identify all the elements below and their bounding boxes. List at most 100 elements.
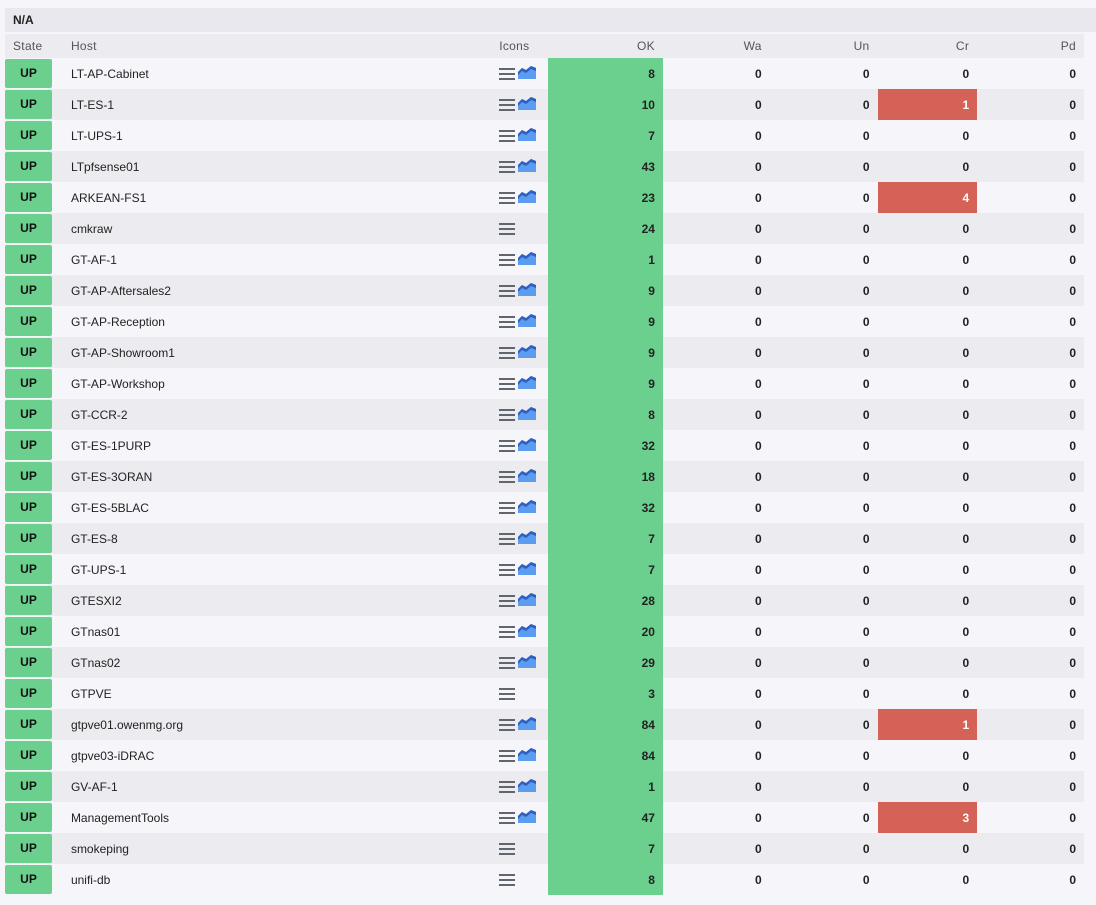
warn-count[interactable]: 0 (662, 213, 770, 244)
col-host[interactable]: Host (61, 34, 500, 58)
ok-count[interactable]: 32 (548, 430, 663, 461)
state-badge[interactable]: UP (5, 59, 52, 88)
crit-count[interactable]: 0 (877, 151, 978, 182)
crit-count[interactable]: 0 (877, 647, 978, 678)
host-link[interactable]: gtpve01.owenmg.org (61, 709, 500, 740)
unknown-count[interactable]: 0 (769, 771, 878, 802)
col-cr[interactable]: Cr (877, 34, 978, 58)
ok-count[interactable]: 7 (548, 523, 663, 554)
warn-count[interactable]: 0 (662, 647, 770, 678)
menu-icon[interactable] (499, 253, 516, 266)
graph-icon[interactable] (518, 344, 537, 361)
crit-count[interactable]: 1 (877, 89, 978, 120)
warn-count[interactable]: 0 (662, 492, 770, 523)
menu-icon[interactable] (499, 625, 516, 638)
graph-icon[interactable] (518, 592, 537, 609)
unknown-count[interactable]: 0 (769, 616, 878, 647)
host-link[interactable]: GT-ES-5BLAC (61, 492, 500, 523)
state-badge[interactable]: UP (5, 307, 52, 336)
host-link[interactable]: unifi-db (61, 864, 500, 895)
host-link[interactable]: GT-ES-1PURP (61, 430, 500, 461)
state-badge[interactable]: UP (5, 803, 52, 832)
warn-count[interactable]: 0 (662, 58, 770, 89)
menu-icon[interactable] (499, 532, 516, 545)
ok-count[interactable]: 9 (548, 337, 663, 368)
warn-count[interactable]: 0 (662, 585, 770, 616)
menu-icon[interactable] (499, 223, 516, 236)
crit-count[interactable]: 0 (877, 306, 978, 337)
ok-count[interactable]: 43 (548, 151, 663, 182)
host-link[interactable]: GT-AP-Reception (61, 306, 500, 337)
warn-count[interactable]: 0 (662, 833, 770, 864)
ok-count[interactable]: 9 (548, 306, 663, 337)
host-link[interactable]: ARKEAN-FS1 (61, 182, 500, 213)
state-badge[interactable]: UP (5, 679, 52, 708)
host-link[interactable]: LT-AP-Cabinet (61, 58, 500, 89)
host-link[interactable]: GTESXI2 (61, 585, 500, 616)
warn-count[interactable]: 0 (662, 337, 770, 368)
crit-count[interactable]: 0 (877, 275, 978, 306)
host-link[interactable]: LT-UPS-1 (61, 120, 500, 151)
state-badge[interactable]: UP (5, 741, 52, 770)
host-link[interactable]: GT-UPS-1 (61, 554, 500, 585)
ok-count[interactable]: 18 (548, 461, 663, 492)
unknown-count[interactable]: 0 (769, 523, 878, 554)
graph-icon[interactable] (518, 251, 537, 268)
crit-count[interactable]: 0 (877, 585, 978, 616)
ok-count[interactable]: 8 (548, 399, 663, 430)
pending-count[interactable]: 0 (977, 244, 1084, 275)
pending-count[interactable]: 0 (977, 833, 1084, 864)
state-badge[interactable]: UP (5, 214, 52, 243)
pending-count[interactable]: 0 (977, 89, 1084, 120)
ok-count[interactable]: 1 (548, 244, 663, 275)
crit-count[interactable]: 0 (877, 213, 978, 244)
unknown-count[interactable]: 0 (769, 802, 878, 833)
pending-count[interactable]: 0 (977, 802, 1084, 833)
col-ok[interactable]: OK (548, 34, 663, 58)
unknown-count[interactable]: 0 (769, 740, 878, 771)
state-badge[interactable]: UP (5, 648, 52, 677)
menu-icon[interactable] (499, 346, 516, 359)
warn-count[interactable]: 0 (662, 740, 770, 771)
crit-count[interactable]: 3 (877, 802, 978, 833)
unknown-count[interactable]: 0 (769, 120, 878, 151)
col-un[interactable]: Un (769, 34, 878, 58)
crit-count[interactable]: 0 (877, 58, 978, 89)
menu-icon[interactable] (499, 191, 516, 204)
pending-count[interactable]: 0 (977, 771, 1084, 802)
state-badge[interactable]: UP (5, 524, 52, 553)
unknown-count[interactable]: 0 (769, 430, 878, 461)
graph-icon[interactable] (518, 623, 537, 640)
graph-icon[interactable] (518, 747, 537, 764)
ok-count[interactable]: 47 (548, 802, 663, 833)
crit-count[interactable]: 0 (877, 430, 978, 461)
host-link[interactable]: GTnas01 (61, 616, 500, 647)
warn-count[interactable]: 0 (662, 120, 770, 151)
pending-count[interactable]: 0 (977, 740, 1084, 771)
graph-icon[interactable] (518, 96, 537, 113)
ok-count[interactable]: 32 (548, 492, 663, 523)
ok-count[interactable]: 7 (548, 833, 663, 864)
host-link[interactable]: GT-AF-1 (61, 244, 500, 275)
warn-count[interactable]: 0 (662, 771, 770, 802)
unknown-count[interactable]: 0 (769, 554, 878, 585)
graph-icon[interactable] (518, 716, 537, 733)
ok-count[interactable]: 29 (548, 647, 663, 678)
menu-icon[interactable] (499, 749, 516, 762)
graph-icon[interactable] (518, 499, 537, 516)
pending-count[interactable]: 0 (977, 616, 1084, 647)
graph-icon[interactable] (518, 158, 537, 175)
graph-icon[interactable] (518, 282, 537, 299)
graph-icon[interactable] (518, 809, 537, 826)
menu-icon[interactable] (499, 594, 516, 607)
pending-count[interactable]: 0 (977, 430, 1084, 461)
pending-count[interactable]: 0 (977, 306, 1084, 337)
menu-icon[interactable] (499, 470, 516, 483)
graph-icon[interactable] (518, 375, 537, 392)
state-badge[interactable]: UP (5, 493, 52, 522)
warn-count[interactable]: 0 (662, 151, 770, 182)
pending-count[interactable]: 0 (977, 647, 1084, 678)
warn-count[interactable]: 0 (662, 275, 770, 306)
graph-icon[interactable] (518, 778, 537, 795)
col-pd[interactable]: Pd (977, 34, 1084, 58)
